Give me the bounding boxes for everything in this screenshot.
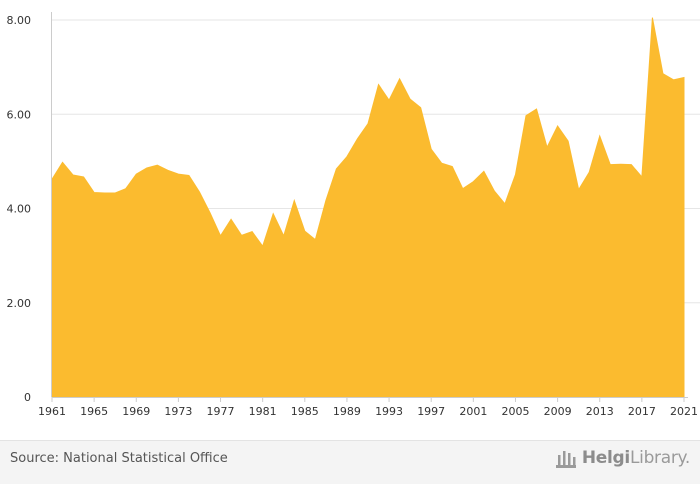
x-tick-label: 1977	[207, 405, 235, 418]
logo-text-bold: Helgi	[582, 448, 630, 468]
x-tick-label: 1965	[80, 405, 108, 418]
helgi-library-logo[interactable]: HelgiLibrary.	[554, 447, 690, 469]
y-tick-label: 6.00	[7, 108, 32, 121]
x-tick-label: 2001	[459, 405, 487, 418]
x-tick-label: 2009	[544, 405, 572, 418]
y-axis-ticks: 0 2.00 4.00 6.00 8.00	[7, 14, 32, 404]
x-tick-label: 2005	[501, 405, 529, 418]
x-tick-label: 2021	[670, 405, 698, 418]
plot-area	[52, 18, 684, 397]
source-label: Source: National Statistical Office	[10, 451, 228, 466]
x-tick-label: 1973	[164, 405, 192, 418]
logo-text: Library.	[630, 448, 690, 468]
x-tick-label: 1993	[375, 405, 403, 418]
y-tick-label: 4.00	[7, 203, 32, 216]
x-tick-label: 1961	[38, 405, 66, 418]
area-series	[52, 18, 684, 397]
x-tick-label: 2013	[586, 405, 614, 418]
x-tick-label: 1997	[417, 405, 445, 418]
x-axis-ticks: 1961 1965 1969 1973 1977 1981 1985 1989 1993 1997…	[38, 397, 698, 418]
y-tick-label: 2.00	[7, 297, 32, 310]
x-tick-label: 1969	[122, 405, 150, 418]
x-tick-label: 1989	[333, 405, 361, 418]
x-tick-label: 2017	[628, 405, 656, 418]
y-tick-label: 8.00	[7, 14, 32, 27]
x-tick-label: 1981	[249, 405, 277, 418]
x-tick-label: 1985	[291, 405, 319, 418]
y-tick-label: 0	[24, 391, 31, 404]
footer: Source: National Statistical Office Helg…	[0, 440, 700, 484]
library-building-icon	[554, 447, 578, 469]
